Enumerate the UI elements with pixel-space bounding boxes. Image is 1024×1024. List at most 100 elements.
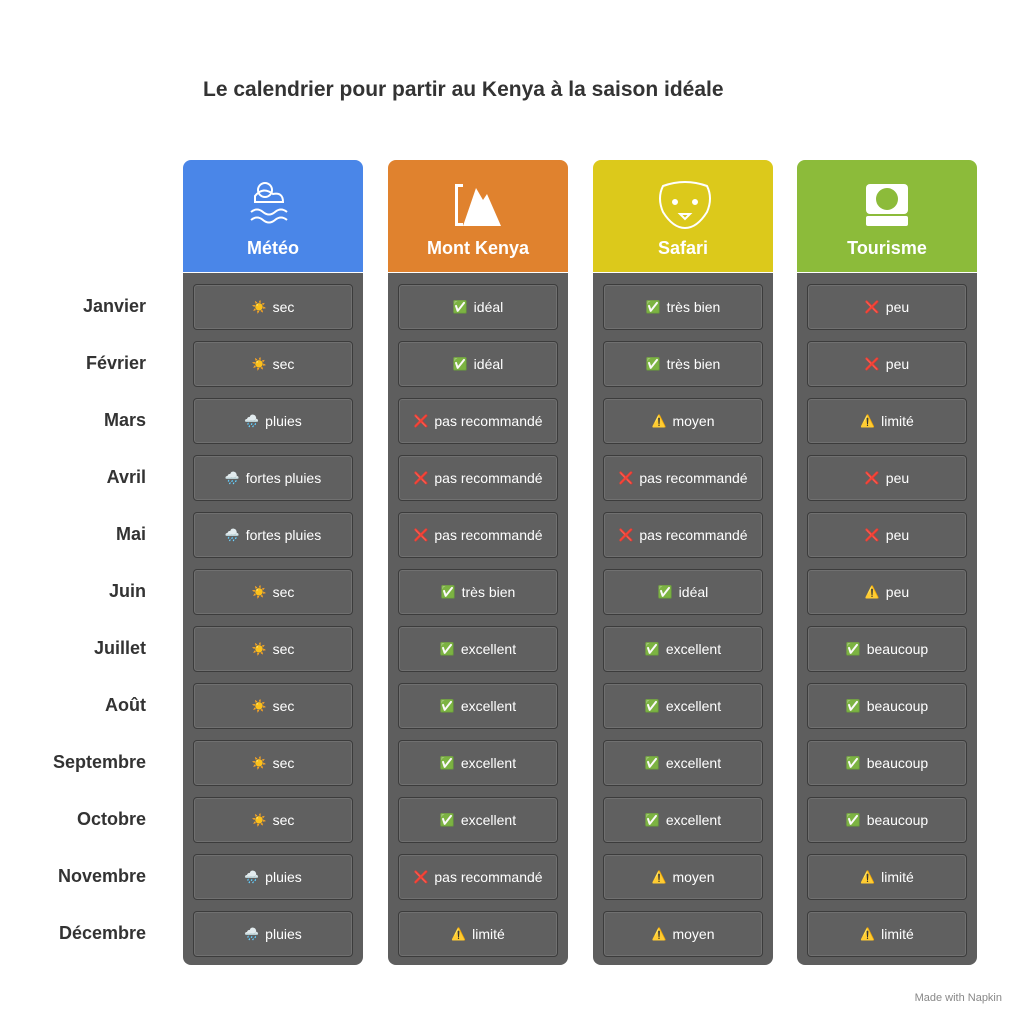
cell-text: pluies xyxy=(265,926,302,942)
cell-text: peu xyxy=(885,584,910,600)
status-icon: ✅ xyxy=(644,699,660,713)
cell-text: beaucoup xyxy=(866,698,929,714)
status-icon: ✅ xyxy=(440,585,456,599)
status-icon: 🌧️ xyxy=(244,870,260,884)
cell: ✅ beaucoup xyxy=(807,626,967,672)
cell: ✅ idéal xyxy=(398,341,558,387)
cell-text: limité xyxy=(472,926,505,942)
row-label: Juillet xyxy=(93,638,146,658)
cell-text: idéal xyxy=(473,299,504,315)
status-icon: ✅ xyxy=(644,756,660,770)
cell: ✅ excellent xyxy=(398,626,558,672)
cell: ⚠️ limité xyxy=(807,854,967,900)
cell: ✅ excellent xyxy=(398,797,558,843)
cell: ⚠️ moyen xyxy=(603,854,763,900)
cell-text: sec xyxy=(272,299,295,315)
cell: ⚠️ limité xyxy=(807,398,967,444)
cell-text: fortes pluies xyxy=(245,470,322,486)
cell: ❌ pas recommandé xyxy=(398,455,558,501)
cell-text: limité xyxy=(881,869,914,885)
cell: ✅ excellent xyxy=(603,797,763,843)
status-icon: ⚠️ xyxy=(651,870,667,884)
status-icon: ❌ xyxy=(413,870,429,884)
cell-text: peu xyxy=(885,470,910,486)
footer: Made with Napkin xyxy=(914,992,1002,1004)
status-icon: ✅ xyxy=(845,813,861,827)
status-icon: ⚠️ xyxy=(860,927,876,941)
cell: ❌ peu xyxy=(807,341,967,387)
cell-text: sec xyxy=(272,755,295,771)
cell: ✅ excellent xyxy=(603,740,763,786)
status-icon: ☀️ xyxy=(251,585,267,599)
cell: ✅ beaucoup xyxy=(807,740,967,786)
cell: ✅ très bien xyxy=(603,284,763,330)
cell: ⚠️ limité xyxy=(807,911,967,957)
row-label: Janvier xyxy=(82,296,146,316)
cell: ❌ peu xyxy=(807,455,967,501)
cell: ☀️ sec xyxy=(193,683,353,729)
column-header: Tourisme xyxy=(797,160,977,272)
status-icon: ✅ xyxy=(845,699,861,713)
cell-text: moyen xyxy=(672,413,715,429)
row-label: Mai xyxy=(115,524,146,544)
column-body xyxy=(797,273,977,965)
cell: ✅ très bien xyxy=(398,569,558,615)
cell-text: pas recommandé xyxy=(639,527,748,543)
cell-text: pluies xyxy=(265,413,302,429)
status-icon: 🌧️ xyxy=(224,471,240,485)
status-icon: ⚠️ xyxy=(860,870,876,884)
column-name: Tourisme xyxy=(847,238,927,258)
cell-text: très bien xyxy=(666,356,721,372)
cell-text: excellent xyxy=(460,641,517,657)
row-label: Août xyxy=(105,695,146,715)
status-icon: ✅ xyxy=(644,642,660,656)
cell: ⚠️ moyen xyxy=(603,398,763,444)
cell-text: pluies xyxy=(265,869,302,885)
cell-text: beaucoup xyxy=(866,755,929,771)
row-label: Février xyxy=(85,353,146,373)
status-icon: ☀️ xyxy=(251,813,267,827)
column-name: Météo xyxy=(246,238,299,258)
status-icon: ✅ xyxy=(439,813,455,827)
cell-text: beaucoup xyxy=(866,641,929,657)
cell-text: très bien xyxy=(666,299,721,315)
cell: ⚠️ peu xyxy=(807,569,967,615)
cell-text: limité xyxy=(881,926,914,942)
status-icon: ❌ xyxy=(864,357,880,371)
column-header: Mont Kenya xyxy=(388,160,568,272)
cell-text: excellent xyxy=(665,641,722,657)
status-icon: ❌ xyxy=(413,471,429,485)
cell-text: sec xyxy=(272,356,295,372)
cell: ☀️ sec xyxy=(193,341,353,387)
row-label: Octobre xyxy=(76,809,146,829)
cell-text: excellent xyxy=(665,812,722,828)
row-label: Décembre xyxy=(58,923,146,943)
cell: 🌧️ pluies xyxy=(193,398,353,444)
cell: 🌧️ fortes pluies xyxy=(193,512,353,558)
cell: ✅ beaucoup xyxy=(807,797,967,843)
cell: ✅ excellent xyxy=(603,683,763,729)
cell: ❌ pas recommandé xyxy=(398,398,558,444)
row-label: Septembre xyxy=(52,752,146,772)
cell-text: moyen xyxy=(672,869,715,885)
cell: ✅ excellent xyxy=(398,683,558,729)
cell-text: pas recommandé xyxy=(434,527,543,543)
status-icon: ☀️ xyxy=(251,357,267,371)
cell: ❌ pas recommandé xyxy=(603,512,763,558)
status-icon: 🌧️ xyxy=(244,414,260,428)
status-icon: ❌ xyxy=(864,471,880,485)
cell: ☀️ sec xyxy=(193,740,353,786)
column-header: Safari xyxy=(593,160,773,272)
status-icon: ☀️ xyxy=(251,756,267,770)
status-icon: ⚠️ xyxy=(864,585,880,599)
status-icon: ⚠️ xyxy=(451,927,467,941)
cell: ☀️ sec xyxy=(193,569,353,615)
row-label: Avril xyxy=(106,467,146,487)
cell-text: excellent xyxy=(665,755,722,771)
status-icon: ✅ xyxy=(845,756,861,770)
cell-text: moyen xyxy=(672,926,715,942)
cell: ✅ excellent xyxy=(398,740,558,786)
title: Le calendrier pour partir au Kenya à la … xyxy=(203,78,724,101)
row-label: Novembre xyxy=(57,866,146,886)
cell: 🌧️ pluies xyxy=(193,911,353,957)
